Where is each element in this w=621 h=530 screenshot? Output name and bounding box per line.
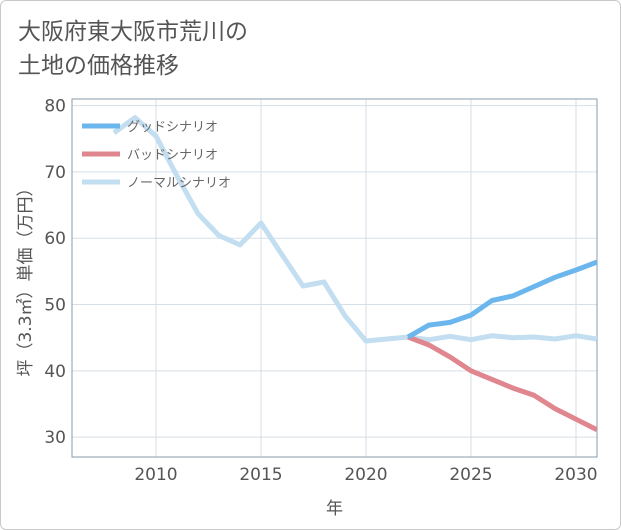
plot-frame <box>71 98 598 458</box>
y-axis-label: 坪（3.3㎡）単価（万円） <box>16 179 36 376</box>
legend-label: ノーマルシナリオ <box>127 176 231 191</box>
tick-labels: 2010 2015 2020 2025 2030 30 40 50 60 70 80 <box>44 97 597 485</box>
legend-label: グッドシナリオ <box>127 120 218 135</box>
x-axis-label: 年 <box>326 499 343 519</box>
plot-area <box>72 99 597 457</box>
y-tick-label: 40 <box>44 362 66 382</box>
axes <box>71 98 598 458</box>
x-tick-label: 2030 <box>554 465 597 485</box>
y-tick-label: 60 <box>44 229 66 249</box>
x-tick-label: 2020 <box>344 465 387 485</box>
series-lines <box>112 115 597 433</box>
x-tick-label: 2010 <box>134 465 177 485</box>
chart-title: 大阪府東大阪市荒川の 土地の価格推移 <box>18 19 248 79</box>
y-tick-label: 80 <box>44 97 66 117</box>
grid-lines <box>72 99 597 457</box>
y-tick-label: 50 <box>44 296 66 316</box>
series-line-2 <box>112 115 597 344</box>
series-line-0 <box>406 259 597 340</box>
y-tick-label: 70 <box>44 163 66 183</box>
x-tick-label: 2025 <box>449 465 492 485</box>
y-tick-label: 30 <box>44 428 66 448</box>
x-tick-label: 2015 <box>239 465 282 485</box>
series-line-1 <box>407 334 597 433</box>
legend-label: バッドシナリオ <box>127 148 218 163</box>
